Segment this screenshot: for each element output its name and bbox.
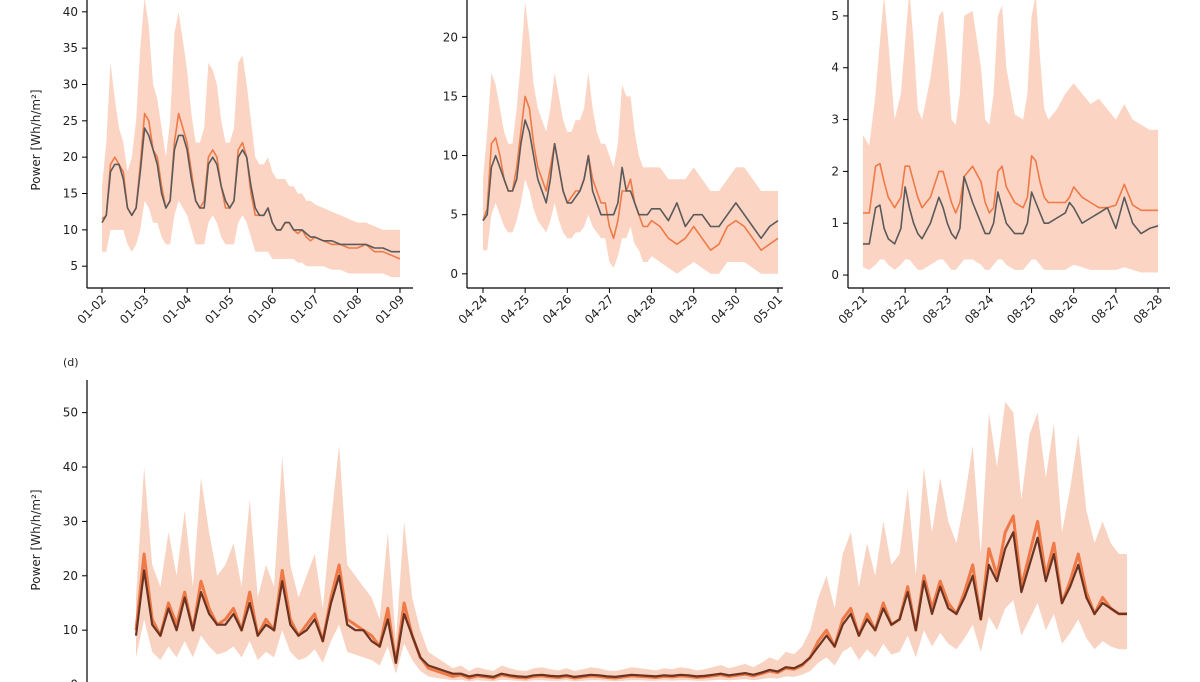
y-tick-label: 30 [63, 77, 78, 91]
x-tick-label: 01-03 [117, 292, 152, 327]
panel-2: 0 5 10 15 20 04-24 04-25 04-26 04-27 04-28 04-29 04… [443, 0, 785, 327]
x-tick-label: 04-24 [456, 292, 491, 327]
y-tick-label: 15 [63, 187, 78, 201]
series-line-dark [863, 175, 1159, 245]
y-tick-label: 2 [831, 164, 839, 178]
x-tick-label: 04-27 [582, 292, 617, 327]
y-axis-label: Power [Wh/h/m²] [29, 89, 43, 190]
panel-label: (d) [63, 356, 79, 369]
x-tick-label: 08-24 [962, 292, 997, 327]
y-tick-label: 5 [70, 259, 78, 273]
x-tick-label: 05-01 [751, 292, 786, 327]
y-tick-label: 25 [63, 114, 78, 128]
panel-4: 0 10 20 30 40 50 Power [Wh/h/m²] (d) [29, 356, 1127, 682]
y-tick-label: 40 [63, 460, 78, 474]
x-tick-label: 08-25 [1004, 292, 1039, 327]
uncertainty-band [863, 0, 1158, 273]
series-line-orange [863, 155, 1158, 214]
y-tick-label: 5 [831, 9, 839, 23]
x-tick-label: 04-29 [666, 292, 701, 327]
x-tick-label: 01-08 [330, 292, 365, 327]
y-tick-label: 10 [63, 623, 78, 637]
y-tick-label: 0 [450, 267, 458, 281]
y-tick-label: 20 [63, 150, 78, 164]
x-tick-label: 08-21 [836, 292, 871, 327]
y-tick-label: 0 [831, 268, 839, 282]
series-line-dark [134, 531, 1127, 679]
y-tick-label: 5 [450, 208, 458, 222]
y-tick-label: 20 [443, 30, 458, 44]
x-tick-label: 04-26 [540, 292, 575, 327]
x-tick-label: 01-07 [287, 292, 322, 327]
uncertainty-band [136, 401, 1127, 682]
y-tick-label: 10 [443, 149, 458, 163]
y-tick-label: 3 [831, 113, 839, 127]
x-tick-label: 04-25 [498, 292, 533, 327]
series-line-orange [482, 95, 779, 251]
series-line-dark [482, 119, 779, 240]
y-tick-label: 50 [63, 406, 78, 420]
y-tick-label: 20 [63, 569, 78, 583]
y-tick-label: 0 [70, 678, 78, 682]
x-tick-label: 01-05 [202, 292, 237, 327]
y-tick-label: 30 [63, 514, 78, 528]
x-tick-label: 08-23 [920, 292, 955, 327]
y-tick-label: 15 [443, 89, 458, 103]
x-tick-label: 04-30 [708, 292, 743, 327]
panel-1: 5 10 15 20 25 30 35 40 01-02 01-03 01-04 01-05 01-06… [29, 0, 413, 327]
y-tick-label: 4 [831, 61, 839, 75]
x-tick-label: 08-27 [1088, 292, 1123, 327]
series-line-dark [101, 127, 400, 253]
x-tick-label: 01-04 [160, 292, 195, 327]
x-tick-label: 01-02 [75, 292, 110, 327]
x-tick-label: 01-06 [245, 292, 280, 327]
y-axis-label: Power [Wh/h/m²] [29, 489, 43, 590]
uncertainty-band [483, 1, 778, 274]
x-tick-label: 04-28 [624, 292, 659, 327]
x-tick-label: 08-28 [1131, 292, 1166, 327]
y-tick-label: 35 [63, 41, 78, 55]
uncertainty-band [102, 0, 400, 278]
y-tick-label: 10 [63, 223, 78, 237]
x-tick-label: 08-22 [878, 292, 913, 327]
y-tick-label: 40 [63, 5, 78, 19]
y-tick-label: 1 [831, 216, 839, 230]
x-tick-label: 08-26 [1046, 292, 1081, 327]
x-tick-label: 01-09 [373, 292, 408, 327]
